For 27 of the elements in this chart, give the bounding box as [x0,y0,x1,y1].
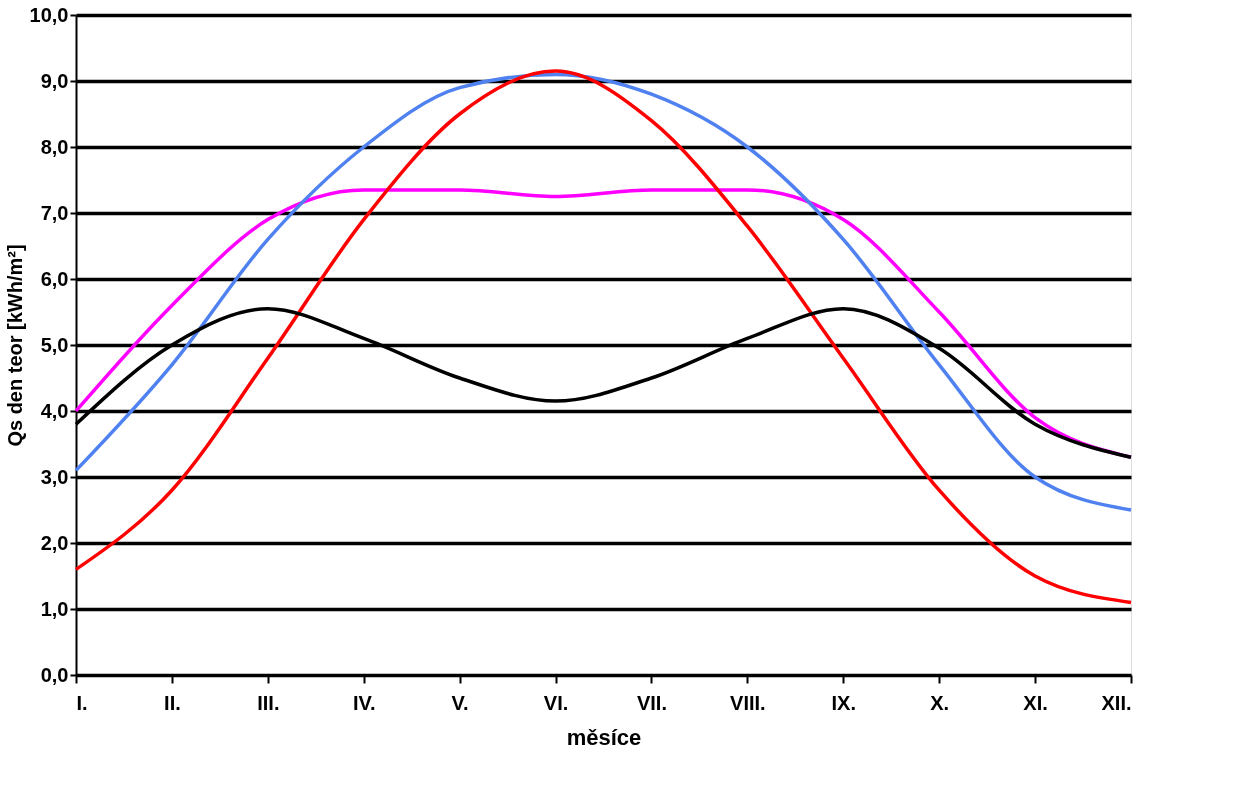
x-tick-label: II. [164,691,181,714]
x-tick-label: VIII. [730,691,766,714]
x-tick-label: XII. [1101,691,1132,714]
x-tick-label: III. [257,691,280,714]
x-tick-label: V. [451,691,469,714]
x-tick-label: IV. [352,691,376,714]
x-tick-label: VI. [543,691,569,714]
y-tick-label: 2,0 [40,531,69,554]
y-tick-label: 10,0 [29,3,69,26]
y-axis-title: Qs den teor [kWh/m²] [3,244,26,447]
y-tick-label: 4,0 [40,399,69,422]
x-tick-label: VII. [636,691,667,714]
y-tick-label: 7,0 [40,201,69,224]
x-tick-label: XI. [1023,691,1048,714]
y-tick-label: 3,0 [40,465,69,488]
x-tick-label: I. [76,691,88,714]
y-tick-label: 1,0 [40,597,69,620]
x-tick-label: IX. [831,691,856,714]
line-series [74,69,1133,605]
y-tick-label: 0,0 [40,663,69,686]
y-tick-label: 5,0 [40,333,69,356]
x-axis-title: měsíce [566,724,642,750]
y-tick-label: 8,0 [40,135,69,158]
line-series [74,72,1133,512]
y-tick-label: 9,0 [40,69,69,92]
y-tick-label: 6,0 [40,267,69,290]
x-tick-label: X. [930,691,950,714]
